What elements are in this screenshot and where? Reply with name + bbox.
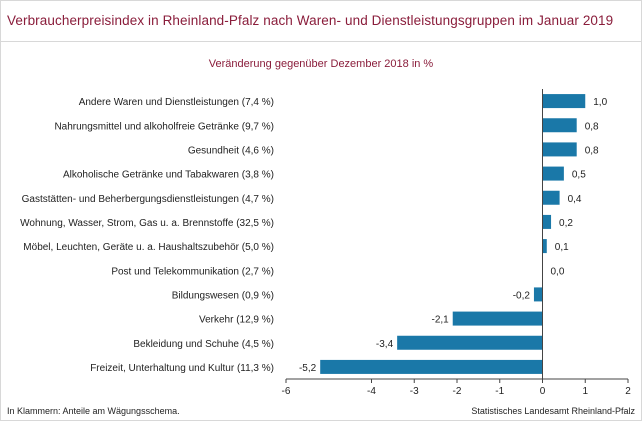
value-label: 0,5 xyxy=(572,170,586,181)
bar xyxy=(542,239,547,254)
x-tick-label: 1 xyxy=(582,386,588,397)
bar xyxy=(533,287,543,302)
bar xyxy=(320,359,543,374)
category-label: Alkoholische Getränke und Tabakwaren (3,… xyxy=(63,170,274,181)
value-label: 0,1 xyxy=(555,242,569,253)
title-divider xyxy=(1,41,641,42)
category-label: Freizeit, Unterhaltung und Kultur (11,3 … xyxy=(90,363,274,374)
x-tick-label: -3 xyxy=(410,386,419,397)
value-label: 1,0 xyxy=(593,97,607,108)
category-label: Nahrungsmittel und alkoholfreie Getränke… xyxy=(54,121,274,132)
x-tick-label: -4 xyxy=(367,386,376,397)
value-label: 0,0 xyxy=(551,266,565,277)
bar xyxy=(542,214,552,229)
category-label: Bekleidung und Schuhe (4,5 %) xyxy=(133,339,274,350)
source-label: Statistisches Landesamt Rheinland-Pfalz xyxy=(471,406,635,416)
bar xyxy=(542,142,577,157)
x-tick-label: -6 xyxy=(282,386,291,397)
chart-title: Verbraucherpreisindex in Rheinland-Pfalz… xyxy=(7,13,614,28)
value-label: 0,4 xyxy=(568,194,582,205)
category-label: Verkehr (12,9 %) xyxy=(199,315,274,326)
bar xyxy=(542,118,577,133)
category-label: Andere Waren und Dienstleistungen (7,4 %… xyxy=(79,97,274,108)
bar xyxy=(542,190,560,205)
value-label: 0,2 xyxy=(559,218,573,229)
value-label: -2,1 xyxy=(431,315,449,326)
value-label: 0,8 xyxy=(585,145,599,156)
category-label: Post und Telekommunikation (2,7 %) xyxy=(111,266,274,277)
bar xyxy=(452,311,543,326)
category-label: Bildungswesen (0,9 %) xyxy=(172,290,274,301)
category-label: Gesundheit (4,6 %) xyxy=(188,145,274,156)
category-label: Möbel, Leuchten, Geräte u. a. Haushaltsz… xyxy=(23,242,274,253)
x-tick-label: 0 xyxy=(540,386,546,397)
value-label: 0,8 xyxy=(585,121,599,132)
bar xyxy=(542,94,586,109)
x-tick-label: -1 xyxy=(495,386,504,397)
x-tick-label: -2 xyxy=(453,386,462,397)
value-label: -5,2 xyxy=(299,363,317,374)
chart-subtitle: Veränderung gegenüber Dezember 2018 in % xyxy=(208,58,434,70)
category-label: Gaststätten- und Beherbergungsdienstleis… xyxy=(22,194,274,205)
footnote: In Klammern: Anteile am Wägungsschema. xyxy=(7,406,180,416)
value-label: -0,2 xyxy=(513,290,531,301)
value-label: -3,4 xyxy=(376,339,394,350)
bar xyxy=(397,335,543,350)
x-tick-label: 2 xyxy=(625,386,631,397)
category-label: Wohnung, Wasser, Strom, Gas u. a. Brenns… xyxy=(20,218,274,229)
bar xyxy=(542,166,564,181)
